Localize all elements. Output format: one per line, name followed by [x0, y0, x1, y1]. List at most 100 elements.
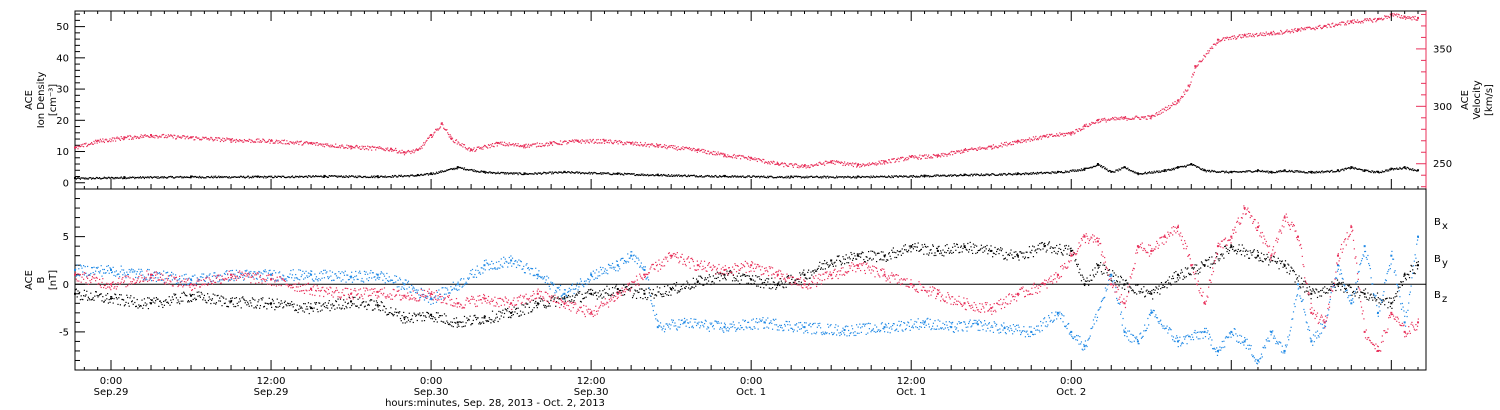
bx-series-trace-dot	[238, 301, 240, 303]
bx-series-trace-dot	[519, 310, 522, 312]
velocity-series-trace-dot	[776, 161, 778, 163]
velocity-series-trace-dot	[1387, 15, 1389, 17]
bx-series-trace-dot	[1117, 276, 1119, 278]
bx-series-trace-dot	[930, 248, 932, 251]
density-series-trace-dot	[1401, 168, 1403, 170]
density-series-trace-dot	[689, 175, 691, 177]
density-series-trace-dot	[1041, 173, 1043, 175]
density-series-trace-dot	[287, 176, 289, 178]
density-series-trace-dot	[1048, 172, 1050, 174]
velocity-series-trace-dot	[330, 144, 332, 146]
density-series-trace-dot	[731, 175, 733, 177]
velocity-series-trace-dot	[664, 147, 666, 149]
velocity-series-trace-dot	[875, 164, 878, 166]
density-series-trace-dot	[892, 176, 895, 179]
density-series-trace-dot	[563, 171, 565, 173]
density-series-trace-dot	[587, 172, 590, 174]
bx-series-trace-dot	[639, 296, 642, 299]
density-series-trace-dot	[165, 176, 167, 179]
bx-series-trace-dot	[712, 275, 714, 277]
velocity-series-trace-dot	[1209, 47, 1211, 49]
density-series-trace-dot	[1136, 172, 1138, 174]
bx-series-trace-dot	[149, 302, 151, 304]
density-series-trace-dot	[496, 172, 498, 174]
velocity-series-trace-dot	[127, 135, 129, 137]
velocity-series-trace-dot	[539, 145, 542, 147]
density-series-trace-dot	[411, 174, 413, 176]
density-series-trace-dot	[1286, 171, 1288, 173]
velocity-series-trace-dot	[1250, 35, 1252, 37]
velocity-series-trace-dot	[1253, 36, 1255, 38]
velocity-series-trace-dot	[1107, 119, 1109, 121]
density-series-trace-dot	[1222, 170, 1224, 172]
density-series-trace-dot	[1271, 172, 1273, 174]
density-series-trace-dot	[735, 176, 737, 178]
velocity-series-trace-dot	[481, 146, 483, 148]
velocity-series-trace-dot	[677, 146, 679, 148]
bx-series-trace-dot	[175, 293, 177, 295]
bx-series-trace-dot	[427, 312, 430, 315]
bx-series-trace-dot	[1090, 279, 1092, 281]
bx-series-trace-dot	[433, 320, 435, 323]
bx-series-trace-dot	[679, 288, 682, 291]
bx-series-trace-dot	[370, 298, 372, 301]
density-series-trace-dot	[330, 175, 332, 177]
velocity-series-trace-dot	[231, 141, 233, 143]
density-series-trace-dot	[296, 175, 298, 178]
density-series-trace-dot	[675, 174, 677, 177]
velocity-series-trace-dot	[952, 151, 955, 153]
bx-series-trace-dot	[619, 289, 621, 292]
bx-series-trace-dot	[1133, 292, 1135, 294]
bx-series-point	[483, 316, 486, 319]
density-series-trace-dot	[1358, 168, 1360, 170]
bx-series-trace-dot	[728, 271, 730, 273]
density-series-trace-dot	[285, 177, 287, 179]
density-series-trace-dot	[1369, 171, 1371, 173]
bx-series-trace-dot	[224, 302, 226, 304]
velocity-series-point	[123, 136, 126, 139]
velocity-series-trace-dot	[675, 147, 678, 149]
velocity-series-point	[830, 160, 833, 163]
bx-series-trace-dot	[265, 302, 267, 304]
bx-series-trace-dot	[1181, 271, 1183, 273]
density-series-trace-dot	[835, 177, 837, 179]
density-series-trace-dot	[704, 175, 706, 177]
density-series-trace-dot	[358, 176, 360, 178]
density-series-trace-dot	[525, 173, 527, 175]
density-series-trace-dot	[849, 176, 851, 178]
bx-series-trace-dot	[403, 311, 405, 314]
velocity-series-trace-dot	[883, 163, 886, 165]
bx-series-trace-dot	[956, 243, 959, 246]
bx-series-trace-dot	[779, 278, 782, 280]
bx-series-trace-dot	[847, 257, 849, 259]
density-series-trace-dot	[1095, 165, 1097, 167]
bx-series-trace-dot	[911, 246, 913, 248]
density-series-trace-dot	[756, 176, 758, 178]
bx-series-trace-dot	[437, 312, 439, 314]
velocity-series-trace-dot	[258, 138, 260, 140]
bx-series-trace-dot	[423, 319, 426, 322]
velocity-series-point	[936, 154, 939, 157]
velocity-series-point	[523, 144, 526, 147]
density-series-trace-dot	[379, 175, 382, 177]
velocity-series-trace-dot	[1395, 14, 1397, 16]
density-series-trace-dot	[1088, 167, 1090, 169]
velocity-series-trace-dot	[574, 139, 576, 141]
density-series-trace-dot	[1112, 170, 1114, 173]
velocity-series-trace-dot	[868, 162, 870, 164]
bx-series-trace-dot	[1138, 290, 1140, 293]
density-series-trace-dot	[385, 176, 387, 179]
velocity-series-trace-dot	[775, 163, 777, 165]
density-series-trace-dot	[447, 169, 449, 171]
velocity-series-trace-dot	[299, 141, 301, 143]
density-series-point	[1163, 169, 1166, 172]
bx-series-trace-dot	[1004, 257, 1007, 259]
bx-series-trace-dot	[876, 252, 878, 255]
density-series-trace-dot	[95, 176, 98, 179]
bx-series-trace-dot	[475, 316, 477, 319]
bx-series-trace-dot	[941, 254, 943, 256]
velocity-series-trace-dot	[1157, 113, 1159, 116]
velocity-series-trace-dot	[430, 134, 432, 136]
bx-series-trace-dot	[904, 249, 906, 251]
density-series-point	[963, 173, 966, 176]
